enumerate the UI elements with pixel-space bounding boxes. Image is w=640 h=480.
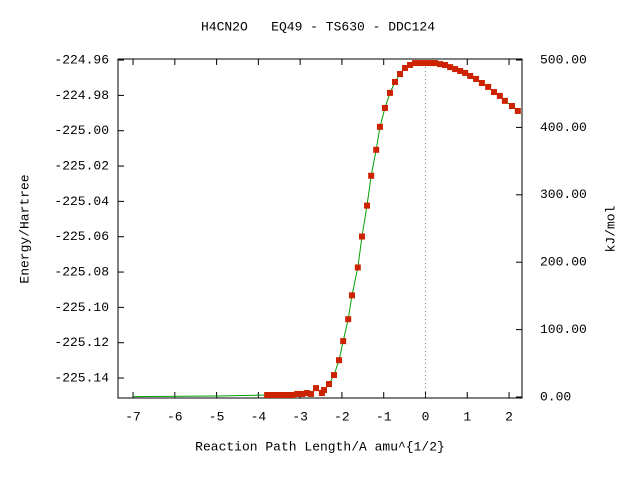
point <box>397 71 404 78</box>
point <box>496 92 503 99</box>
point <box>264 391 271 398</box>
point <box>485 83 492 90</box>
point <box>336 357 343 364</box>
point <box>308 390 315 397</box>
point <box>330 372 337 379</box>
point <box>417 60 424 67</box>
point <box>318 390 325 397</box>
point <box>422 60 429 67</box>
point <box>299 390 306 397</box>
y-tick-label: -225.06 <box>54 229 109 244</box>
point <box>452 66 459 73</box>
point <box>269 391 276 398</box>
point <box>354 264 361 271</box>
point <box>376 123 383 130</box>
point <box>386 89 393 96</box>
point <box>473 75 480 82</box>
x-tick-label: 1 <box>463 409 471 424</box>
point <box>427 60 434 67</box>
y2-tick-label: 400.00 <box>540 120 587 135</box>
point <box>274 391 281 398</box>
x-tick-label: -6 <box>167 409 183 424</box>
y2-tick-label: 200.00 <box>540 255 587 270</box>
y-tick-label: -225.12 <box>54 335 109 350</box>
y-tick-label: -225.08 <box>54 264 109 279</box>
x-tick-label: -3 <box>292 409 308 424</box>
y-tick-label: -225.10 <box>54 300 109 315</box>
x-tick-label: -1 <box>376 409 392 424</box>
point <box>289 391 296 398</box>
y-axis-label: Energy/Hartree <box>17 174 32 283</box>
plot-border <box>117 58 523 399</box>
x-tick-label: -4 <box>251 409 267 424</box>
point <box>467 72 474 79</box>
point <box>303 390 310 397</box>
point <box>368 172 375 179</box>
point <box>412 60 419 67</box>
series-line <box>133 394 268 398</box>
x-tick-label: -5 <box>209 409 225 424</box>
point <box>313 385 320 392</box>
point <box>407 62 414 69</box>
point <box>320 387 327 394</box>
y-tick-label: -225.14 <box>54 370 109 385</box>
point <box>348 292 355 299</box>
point <box>279 391 286 398</box>
point <box>364 202 371 209</box>
point <box>340 338 347 345</box>
point <box>442 62 449 69</box>
point <box>437 61 444 68</box>
y-tick-label: -224.96 <box>54 52 109 67</box>
point <box>491 89 498 96</box>
y2-tick-label: 0.00 <box>540 389 571 404</box>
point <box>432 60 439 67</box>
point <box>457 68 464 75</box>
y-tick-label: -225.04 <box>54 194 109 209</box>
point <box>478 80 485 87</box>
point <box>391 78 398 85</box>
x-tick-label: -7 <box>125 409 141 424</box>
point <box>345 316 352 323</box>
point <box>402 65 409 72</box>
point <box>462 69 469 76</box>
y2-tick-label: 100.00 <box>540 322 587 337</box>
point <box>514 107 521 114</box>
x-axis-label: Reaction Path Length/A amu^{1/2} <box>195 439 445 454</box>
chart-title: H4CN2O EQ49 - TS630 - DDC124 <box>201 19 435 34</box>
x-tick-label: -2 <box>334 409 350 424</box>
y2-tick-label: 300.00 <box>540 187 587 202</box>
point <box>508 102 515 109</box>
point <box>325 381 332 388</box>
point <box>373 146 380 153</box>
point <box>358 233 365 240</box>
x-tick-label: 2 <box>505 409 513 424</box>
y-tick-label: -225.02 <box>54 158 109 173</box>
x-tick-label: 0 <box>422 409 430 424</box>
point <box>501 97 508 104</box>
point <box>294 390 301 397</box>
point <box>447 64 454 71</box>
y2-axis-label: kJ/mol <box>603 205 618 252</box>
y-tick-label: -225.00 <box>54 123 109 138</box>
point <box>381 104 388 111</box>
point <box>284 391 291 398</box>
y2-tick-label: 500.00 <box>540 52 587 67</box>
y-tick-label: -224.98 <box>54 88 109 103</box>
series-line <box>267 62 519 396</box>
